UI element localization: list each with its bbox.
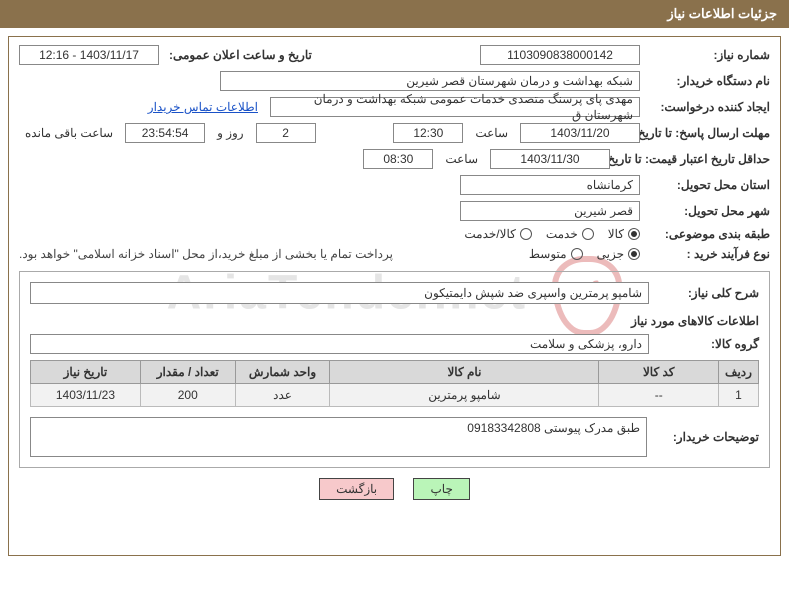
td-unit: عدد xyxy=(235,384,330,407)
field-general-desc: شامپو پرمترین واسپری ضد شپش دایمتیکون xyxy=(30,282,649,304)
table-body: 1 -- شامپو پرمترین عدد 200 1403/11/23 xyxy=(31,384,759,407)
th-name: نام کالا xyxy=(330,361,599,384)
radio-partial-label: جزیی xyxy=(597,247,624,261)
radio-medium-icon xyxy=(571,248,583,260)
field-remaining-days: 2 xyxy=(256,123,316,143)
row-need-no: شماره نیاز: 1103090838000142 تاریخ و ساع… xyxy=(19,45,770,65)
radio-item-both[interactable]: کالا/خدمت xyxy=(464,227,531,241)
row-city: شهر محل تحویل: قصر شیرین xyxy=(19,201,770,221)
label-remaining: ساعت باقی مانده xyxy=(25,126,113,140)
th-code: کد کالا xyxy=(599,361,719,384)
field-goods-group: دارو، پزشکی و سلامت xyxy=(30,334,649,354)
label-time-2: ساعت xyxy=(445,152,478,166)
row-requester: ایجاد کننده درخواست: مهدی پای پرسنگ متصد… xyxy=(19,97,770,117)
th-unit: واحد شمارش xyxy=(235,361,330,384)
footer-buttons: چاپ بازگشت xyxy=(19,478,770,500)
payment-note: پرداخت تمام یا بخشی از مبلغ خرید،از محل … xyxy=(19,247,393,261)
label-purchase-type: نوع فرآیند خرید : xyxy=(650,247,770,261)
field-remaining-time: 23:54:54 xyxy=(125,123,205,143)
radio-both-label: کالا/خدمت xyxy=(464,227,515,241)
field-validity-time: 08:30 xyxy=(363,149,433,169)
radio-item-goods[interactable]: کالا xyxy=(608,227,640,241)
field-deadline-time: 12:30 xyxy=(393,123,463,143)
row-general-desc: شرح کلی نیاز: شامپو پرمترین واسپری ضد شپ… xyxy=(30,282,759,304)
label-city: شهر محل تحویل: xyxy=(650,204,770,218)
radio-service-label: خدمت xyxy=(546,227,578,241)
inner-frame: شرح کلی نیاز: شامپو پرمترین واسپری ضد شپ… xyxy=(19,271,770,468)
label-days-and: روز و xyxy=(217,126,244,140)
page-root: جزئیات اطلاعات نیاز AriaTender.net شماره… xyxy=(0,0,789,598)
radio-both-icon xyxy=(520,228,532,240)
field-need-no: 1103090838000142 xyxy=(480,45,640,65)
label-goods-group: گروه کالا: xyxy=(659,337,759,351)
radio-service-icon xyxy=(582,228,594,240)
td-need-date: 1403/11/23 xyxy=(31,384,141,407)
td-row: 1 xyxy=(719,384,759,407)
label-deadline: مهلت ارسال پاسخ: تا تاریخ: xyxy=(650,126,770,140)
table-head: ردیف کد کالا نام کالا واحد شمارش تعداد /… xyxy=(31,361,759,384)
field-validity-date: 1403/11/30 xyxy=(490,149,610,169)
radio-medium-label: متوسط xyxy=(529,247,567,261)
th-row: ردیف xyxy=(719,361,759,384)
link-contact-buyer[interactable]: اطلاعات تماس خریدار xyxy=(148,100,258,114)
row-goods-group: گروه کالا: دارو، پزشکی و سلامت xyxy=(30,334,759,354)
print-button[interactable]: چاپ xyxy=(413,478,469,500)
label-classification: طبقه بندی موضوعی: xyxy=(650,227,770,241)
main-frame: AriaTender.net شماره نیاز: 1103090838000… xyxy=(8,36,781,556)
row-buyer-notes: توضیحات خریدار: طبق مدرک پیوستی 09183342… xyxy=(30,417,759,457)
radio-partial-icon xyxy=(628,248,640,260)
label-need-no: شماره نیاز: xyxy=(650,48,770,62)
field-buyer-org: شبکه بهداشت و درمان شهرستان قصر شیرین xyxy=(220,71,640,91)
label-validity: حداقل تاریخ اعتبار قیمت: تا تاریخ: xyxy=(620,152,770,166)
row-classification: طبقه بندی موضوعی: کالا خدمت کالا/خدمت xyxy=(19,227,770,241)
th-qty: تعداد / مقدار xyxy=(140,361,235,384)
field-deadline-date: 1403/11/20 xyxy=(520,123,640,143)
page-title: جزئیات اطلاعات نیاز xyxy=(667,6,777,21)
goods-table: ردیف کد کالا نام کالا واحد شمارش تعداد /… xyxy=(30,360,759,407)
label-announce-dt: تاریخ و ساعت اعلان عمومی: xyxy=(169,48,312,62)
field-announce-dt: 1403/11/17 - 12:16 xyxy=(19,45,159,65)
back-button[interactable]: بازگشت xyxy=(319,478,394,500)
field-buyer-notes: طبق مدرک پیوستی 09183342808 xyxy=(30,417,647,457)
radio-item-service[interactable]: خدمت xyxy=(546,227,594,241)
field-province: کرمانشاه xyxy=(460,175,640,195)
radio-goods-label: کالا xyxy=(608,227,624,241)
td-code: -- xyxy=(599,384,719,407)
label-province: استان محل تحویل: xyxy=(650,178,770,192)
field-city: قصر شیرین xyxy=(460,201,640,221)
row-deadline: مهلت ارسال پاسخ: تا تاریخ: 1403/11/20 سا… xyxy=(19,123,770,143)
field-requester: مهدی پای پرسنگ متصدی خدمات عمومی شبکه به… xyxy=(270,97,640,117)
label-general-desc: شرح کلی نیاز: xyxy=(659,286,759,300)
page-title-bar: جزئیات اطلاعات نیاز xyxy=(0,0,789,28)
td-qty: 200 xyxy=(140,384,235,407)
table-header-row: ردیف کد کالا نام کالا واحد شمارش تعداد /… xyxy=(31,361,759,384)
row-purchase-type: نوع فرآیند خرید : جزیی متوسط پرداخت تمام… xyxy=(19,247,770,261)
heading-goods-info: اطلاعات کالاهای مورد نیاز xyxy=(30,314,759,328)
label-requester: ایجاد کننده درخواست: xyxy=(650,100,770,114)
th-need-date: تاریخ نیاز xyxy=(31,361,141,384)
radio-group-purchase-type: جزیی متوسط xyxy=(529,247,640,261)
label-time-1: ساعت xyxy=(475,126,508,140)
radio-item-medium[interactable]: متوسط xyxy=(529,247,583,261)
label-buyer-org: نام دستگاه خریدار: xyxy=(650,74,770,88)
radio-group-classification: کالا خدمت کالا/خدمت xyxy=(464,227,640,241)
td-name: شامپو پرمترین xyxy=(330,384,599,407)
radio-item-partial[interactable]: جزیی xyxy=(597,247,640,261)
radio-goods-icon xyxy=(628,228,640,240)
table-row: 1 -- شامپو پرمترین عدد 200 1403/11/23 xyxy=(31,384,759,407)
row-province: استان محل تحویل: کرمانشاه xyxy=(19,175,770,195)
row-validity: حداقل تاریخ اعتبار قیمت: تا تاریخ: 1403/… xyxy=(19,149,770,169)
row-buyer-org: نام دستگاه خریدار: شبکه بهداشت و درمان ش… xyxy=(19,71,770,91)
label-buyer-notes: توضیحات خریدار: xyxy=(659,430,759,444)
